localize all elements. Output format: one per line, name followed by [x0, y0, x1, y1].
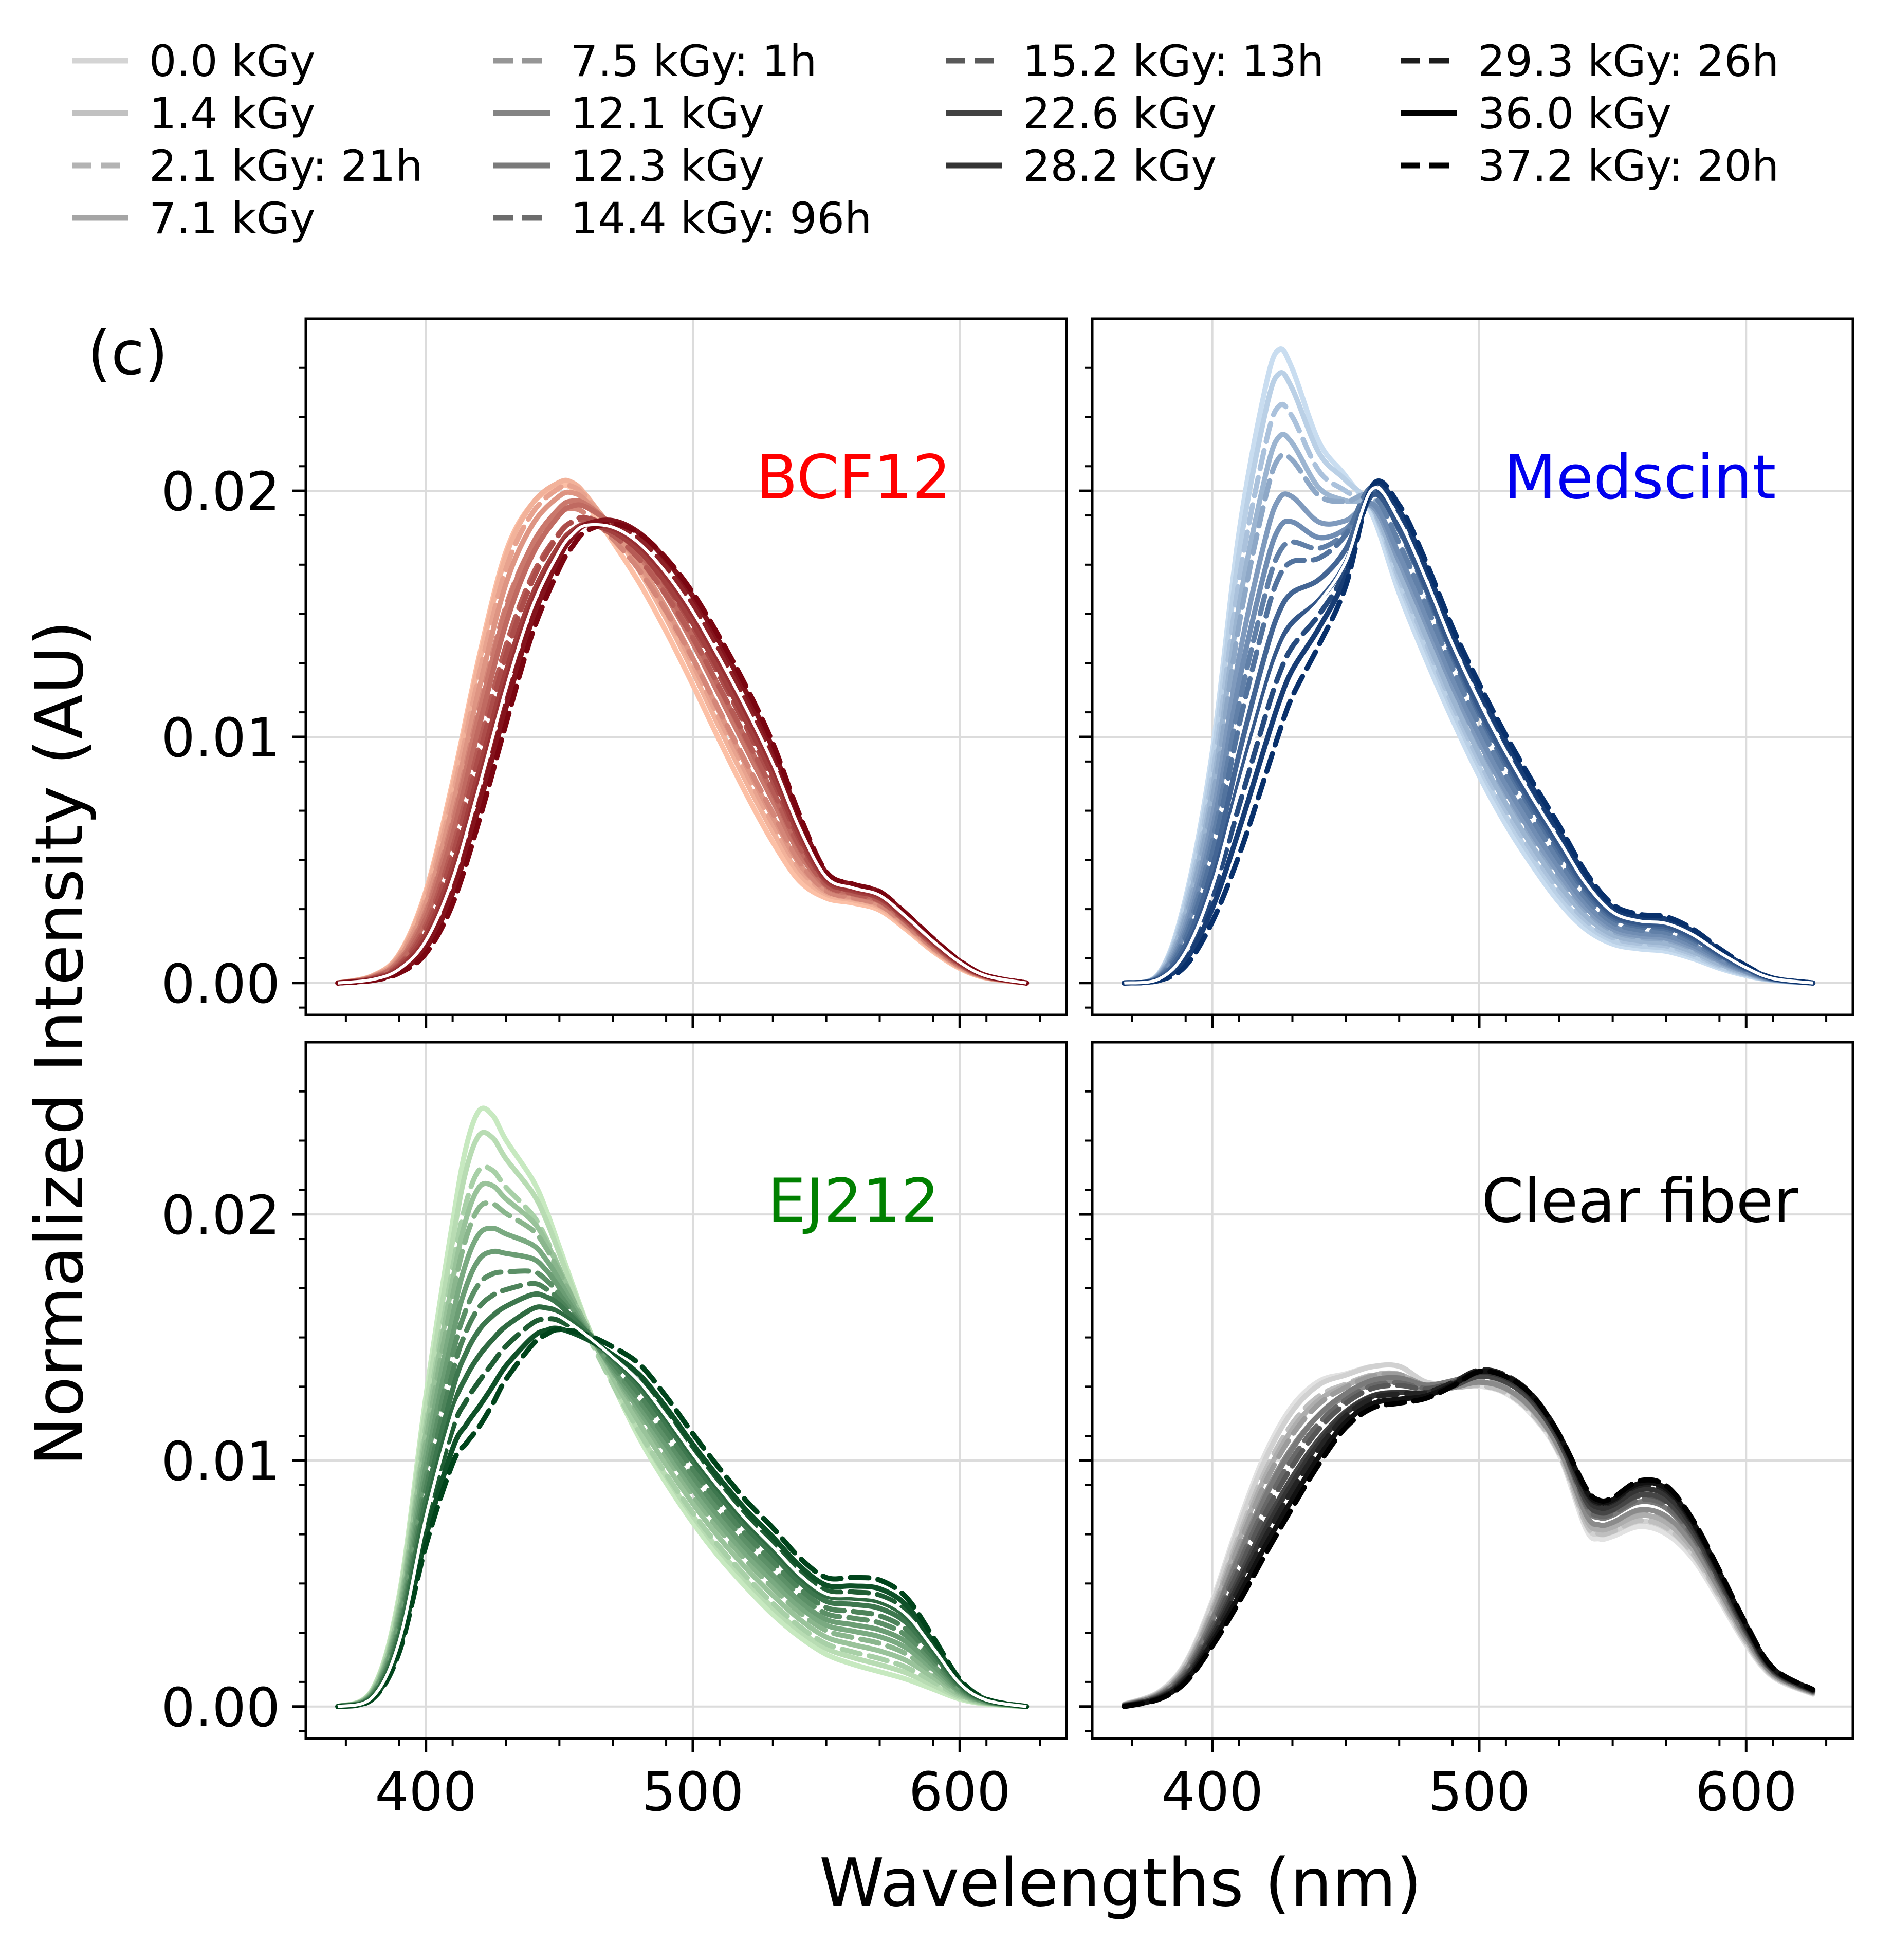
- x-tick-label-2: 600: [909, 1761, 1011, 1823]
- legend-label-6: 12.3 kGy: [571, 141, 764, 191]
- axes-frame: [1091, 317, 1854, 1016]
- series-line-11: [335, 520, 1030, 986]
- series-line-highlight: [337, 523, 1027, 985]
- series-line-8: [335, 1281, 1030, 1709]
- x-tick-label-0: 400: [1161, 1761, 1263, 1823]
- series-line-0: [1122, 1362, 1816, 1707]
- series-line-highlight: [1124, 486, 1813, 985]
- series-line-5: [1122, 491, 1816, 986]
- series-line-6: [1122, 1371, 1816, 1708]
- x-tick-label-1: 500: [1428, 1761, 1531, 1823]
- series-line-12: [335, 1325, 1030, 1709]
- panel-label: (c): [87, 318, 168, 389]
- legend-label-9: 22.6 kGy: [1023, 88, 1217, 139]
- legend-label-4: 7.5 kGy: 1h: [571, 36, 817, 86]
- series-group: [1122, 346, 1816, 986]
- panel-bcf12: 0.00 0.01 0.02 BCF12: [161, 317, 1068, 1028]
- series-line-10: [1122, 491, 1816, 986]
- y-tick-label-1: 0.01: [161, 1430, 280, 1493]
- axes-frame: [1091, 1041, 1854, 1740]
- legend-label-12: 36.0 kGy: [1478, 88, 1671, 139]
- panel-title: Clear fiber: [1481, 1166, 1798, 1236]
- series-line-13: [1122, 478, 1816, 986]
- legend-label-8: 15.2 kGy: 13h: [1023, 36, 1324, 86]
- series-line-10: [1122, 1370, 1816, 1709]
- panel-title: Medscint: [1504, 442, 1776, 513]
- legend-label-3: 7.1 kGy: [149, 193, 316, 244]
- legend-label-2: 2.1 kGy: 21h: [149, 141, 423, 191]
- series-line-highlight: [337, 1310, 1027, 1708]
- series-line-13: [1122, 1369, 1816, 1709]
- legend-label-10: 28.2 kGy: [1023, 141, 1217, 191]
- panel-title: EJ212: [767, 1166, 940, 1236]
- legend-label-7: 14.4 kGy: 96h: [571, 193, 872, 244]
- series-line-13: [335, 1327, 1030, 1709]
- y-tick-label-0: 0.00: [161, 1676, 280, 1739]
- series-line-1: [1122, 1362, 1816, 1707]
- series-line-3: [1122, 1371, 1816, 1708]
- x-tick-label-2: 600: [1695, 1761, 1797, 1823]
- legend-label-0: 0.0 kGy: [149, 36, 316, 86]
- x-tick-label-1: 500: [642, 1761, 744, 1823]
- series-group: [1122, 1362, 1816, 1709]
- series-group: [335, 477, 1030, 986]
- series-line-2: [1122, 1370, 1816, 1707]
- series-line-11: [1122, 1367, 1816, 1709]
- axes-frame: [304, 317, 1068, 1016]
- y-tick-label-2: 0.02: [161, 1184, 280, 1247]
- series-line-12: [1122, 1368, 1816, 1709]
- legend-label-13: 37.2 kGy: 20h: [1478, 141, 1779, 191]
- series-line-8: [1122, 1371, 1816, 1708]
- y-axis-title: Normalized Intensity (AU): [22, 620, 98, 1466]
- panel-title: BCF12: [756, 442, 951, 513]
- y-tick-label-2: 0.02: [161, 460, 280, 523]
- x-tick-label-0: 400: [375, 1761, 477, 1823]
- axes-frame: [304, 1041, 1068, 1740]
- legend-label-5: 12.1 kGy: [571, 88, 764, 139]
- panel-ej212: 400 500 600 0.00 0.01 0.02 EJ212: [161, 1041, 1068, 1823]
- series-line-7: [1122, 493, 1816, 986]
- y-tick-label-0: 0.00: [161, 953, 280, 1015]
- panel-medscint: Medscint: [1079, 317, 1854, 1028]
- legend-label-11: 29.3 kGy: 26h: [1478, 36, 1779, 86]
- series-group: [335, 1105, 1030, 1709]
- legend-label-1: 1.4 kGy: [149, 88, 316, 139]
- panel-clear-fiber: 400 500 600 Clear fiber: [1079, 1041, 1854, 1823]
- series-line-11: [335, 1316, 1030, 1709]
- y-tick-label-1: 0.01: [161, 707, 280, 769]
- series-line-7: [1122, 1372, 1816, 1708]
- x-axis-title: Wavelengths (nm): [819, 1845, 1422, 1921]
- series-line-6: [1122, 501, 1816, 986]
- series-line-13: [335, 521, 1030, 986]
- series-line-5: [1122, 1379, 1816, 1708]
- series-line-4: [1122, 1371, 1816, 1708]
- series-line-9: [1122, 1374, 1816, 1709]
